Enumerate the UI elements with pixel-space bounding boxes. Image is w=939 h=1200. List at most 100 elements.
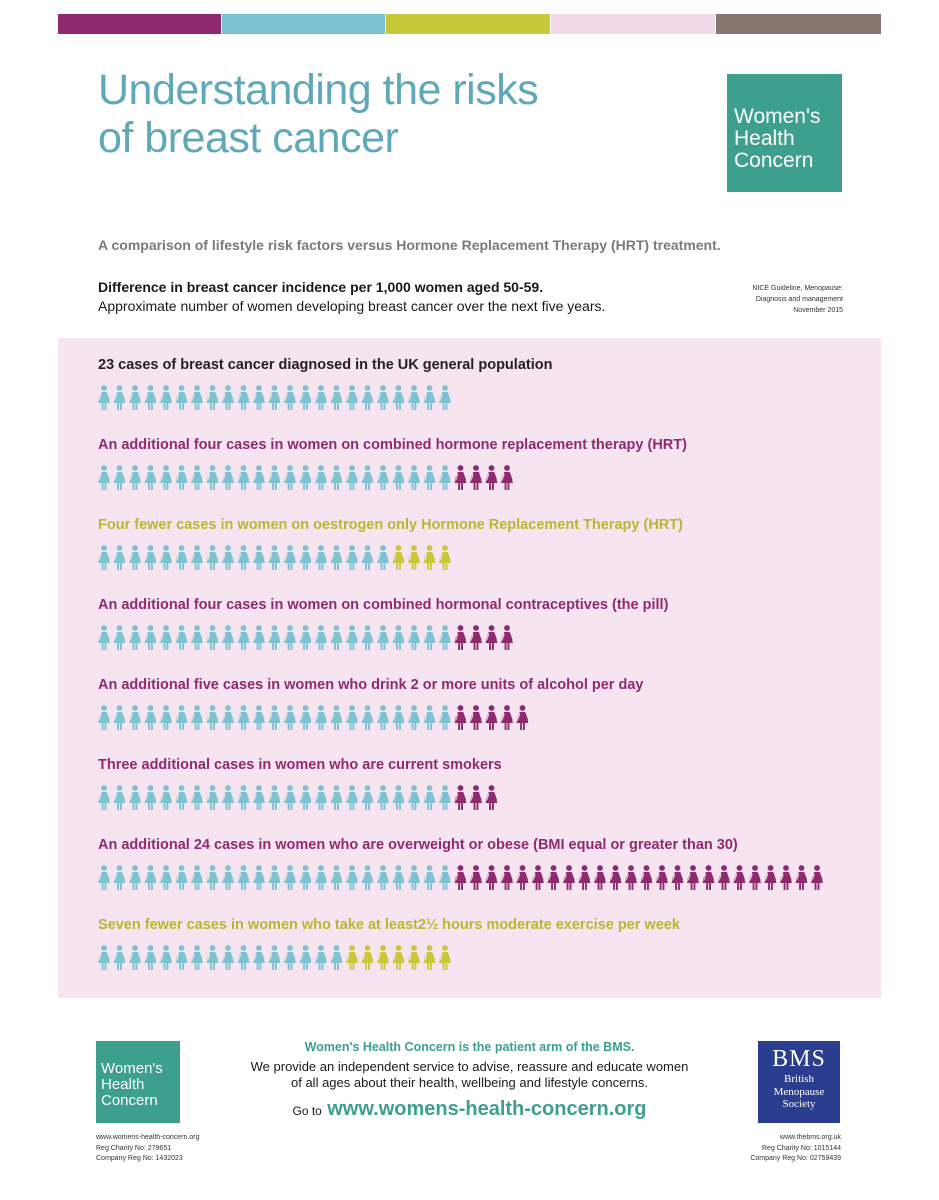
woman-icon: [237, 385, 250, 410]
woman-icon: [113, 545, 126, 570]
woman-icon: [206, 545, 219, 570]
woman-icon: [98, 785, 110, 810]
woman-icon: [268, 785, 281, 810]
woman-icon: [299, 865, 312, 890]
woman-icon: [299, 465, 312, 490]
woman-icon: [408, 785, 420, 810]
woman-icon: [361, 545, 374, 570]
woman-icon: [206, 705, 219, 730]
woman-icon: [439, 385, 451, 410]
woman-icon: [113, 385, 126, 410]
woman-icon: [253, 385, 265, 410]
woman-icon: [160, 465, 172, 490]
risk-row-label: An additional five cases in women who dr…: [98, 677, 644, 693]
risk-row: An additional 24 cases in women who are …: [98, 837, 823, 890]
woman-icon: [780, 865, 792, 890]
woman-icon: [129, 945, 141, 970]
footer-line-1: We provide an independent service to adv…: [250, 1059, 689, 1074]
goto-label: Go to: [292, 1104, 322, 1118]
woman-icon: [237, 625, 250, 650]
risk-row-label: An additional four cases in women on com…: [98, 437, 687, 453]
whc-website[interactable]: www.womens-health-concern.org: [96, 1134, 200, 1141]
woman-icon: [98, 945, 110, 970]
woman-icon: [253, 625, 265, 650]
woman-icon: [175, 945, 188, 970]
woman-icon: [346, 385, 358, 410]
woman-icon: [377, 385, 389, 410]
woman-icon: [129, 705, 141, 730]
woman-icon: [516, 865, 529, 890]
woman-icon: [346, 625, 358, 650]
woman-icon: [160, 945, 172, 970]
woman-icon: [408, 865, 420, 890]
woman-icon: [222, 865, 234, 890]
bms-logo: BMS British Menopause Society: [758, 1041, 840, 1123]
risk-row-label: An additional 24 cases in women who are …: [98, 837, 738, 853]
woman-icon: [237, 785, 250, 810]
woman-icon: [330, 385, 343, 410]
woman-icon: [268, 385, 281, 410]
woman-icon: [346, 785, 358, 810]
woman-icon: [594, 865, 606, 890]
woman-icon: [315, 625, 327, 650]
bms-company-no: Company Reg No: 02759439: [750, 1155, 841, 1162]
small-logo-line-2: Health: [101, 1075, 145, 1093]
color-bar-1: [58, 14, 221, 34]
woman-icon: [160, 865, 172, 890]
woman-icon: [113, 785, 126, 810]
woman-icon: [377, 465, 389, 490]
woman-icon: [175, 385, 188, 410]
pictogram-svg: [98, 625, 513, 650]
goto-link: Go to www.womens-health-concern.org: [0, 1098, 939, 1121]
woman-icon: [377, 705, 389, 730]
woman-icon: [423, 865, 436, 890]
woman-icon: [191, 625, 203, 650]
woman-icon: [299, 705, 312, 730]
woman-icon: [129, 545, 141, 570]
pictogram: [98, 785, 501, 811]
woman-icon: [671, 865, 684, 890]
womens-health-concern-logo: Women's Health Concern: [727, 74, 842, 192]
woman-icon: [330, 705, 343, 730]
color-bar-4: [551, 14, 715, 34]
bms-line-1: British: [784, 1073, 814, 1085]
woman-icon: [361, 945, 374, 970]
website-link[interactable]: www.womens-health-concern.org: [327, 1098, 647, 1120]
woman-icon: [439, 545, 451, 570]
woman-icon: [361, 385, 374, 410]
risk-row: An additional four cases in women on com…: [98, 597, 668, 650]
woman-icon: [361, 705, 374, 730]
woman-icon: [113, 945, 126, 970]
woman-icon: [392, 545, 405, 570]
woman-icon: [98, 465, 110, 490]
risk-row-label: Seven fewer cases in women who take at l…: [98, 917, 680, 933]
woman-icon: [129, 385, 141, 410]
woman-icon: [113, 705, 126, 730]
woman-icon: [129, 465, 141, 490]
woman-icon: [206, 465, 219, 490]
woman-icon: [206, 385, 219, 410]
color-bar-3: [386, 14, 550, 34]
woman-icon: [191, 385, 203, 410]
woman-icon: [284, 545, 296, 570]
woman-icon: [144, 545, 157, 570]
whc-info: www.womens-health-concern.org Reg Charit…: [96, 1133, 200, 1165]
pictogram: [98, 625, 517, 651]
woman-icon: [330, 545, 343, 570]
woman-icon: [330, 785, 343, 810]
pictogram-svg: [98, 385, 451, 410]
pictogram-svg: [98, 545, 451, 570]
woman-icon: [299, 625, 312, 650]
woman-icon: [454, 785, 467, 810]
woman-icon: [268, 545, 281, 570]
woman-icon: [175, 625, 188, 650]
woman-icon: [423, 785, 436, 810]
pictogram-svg: [98, 865, 823, 890]
woman-icon: [423, 545, 436, 570]
bms-charity-no: Reg Charity No: 1015144: [762, 1144, 841, 1152]
risk-row: Seven fewer cases in women who take at l…: [98, 917, 680, 970]
bms-website[interactable]: www.thebms.org.uk: [779, 1134, 841, 1141]
woman-icon: [175, 785, 188, 810]
woman-icon: [423, 385, 436, 410]
woman-icon: [191, 705, 203, 730]
